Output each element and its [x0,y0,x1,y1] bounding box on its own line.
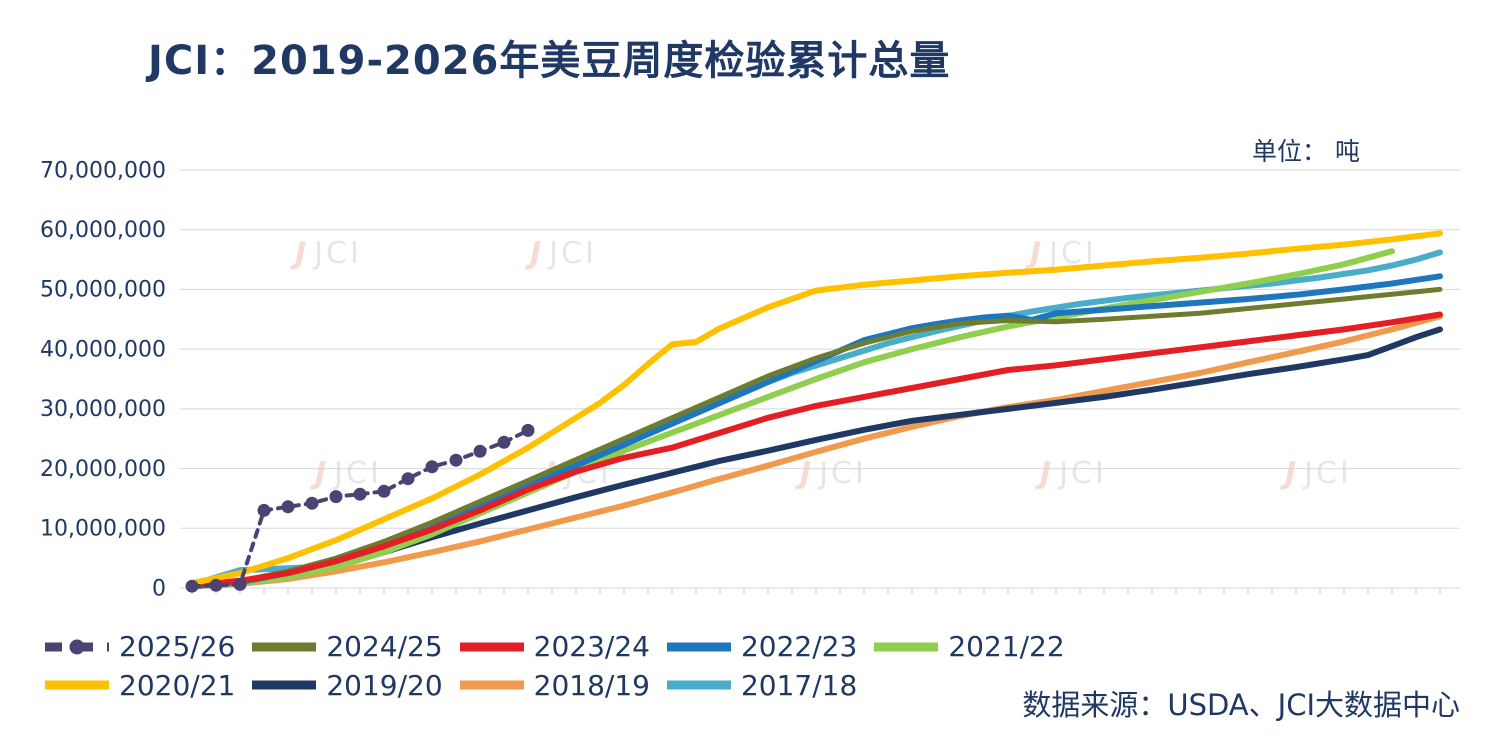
y-axis-tick-label: 10,000,000 [40,517,166,542]
series-marker-2025-26 [257,503,271,517]
jci-watermark: J JCI [1040,456,1107,491]
series-line-2020-21 [189,230,1443,587]
series-marker-2025-26 [185,579,199,593]
jci-logo-icon: J [1040,456,1055,491]
jci-watermark-text: JCI [819,456,867,491]
legend-swatch-2022-23 [666,642,731,652]
series-line-2022-23 [189,273,1443,590]
series-marker-2025-26 [353,487,367,501]
jci-logo-icon: J [315,456,330,491]
jci-watermark: J JCI [295,236,362,271]
legend-item-2018-19: 2018/19 [459,669,650,703]
y-axis-tick-label: 60,000,000 [40,218,166,243]
jci-logo-icon: J [1285,456,1300,491]
jci-watermark-text: JCI [549,236,597,271]
legend-swatch-2025-26 [45,639,109,655]
jci-watermark: J JCI [530,236,597,271]
y-axis-tick-label: 30,000,000 [40,397,166,422]
y-axis-tick-label: 50,000,000 [40,278,166,303]
legend-item-2022-23: 2022/23 [666,630,857,664]
legend-item-2020-21: 2020/21 [44,669,235,703]
jci-watermark: J JCI [1285,456,1352,491]
series-marker-2025-26 [209,578,223,592]
legend-label: 2024/25 [326,630,443,663]
legend-swatch-2019-20 [252,680,317,690]
jci-watermark: J JCI [800,456,867,491]
series-marker-2025-26 [401,472,415,486]
legend-label: 2018/19 [533,668,650,702]
legend-item-2023-24: 2023/24 [459,630,650,664]
series-marker-2025-26 [521,423,535,437]
y-axis-tick-label: 20,000,000 [40,457,166,482]
data-source-label: 数据来源：USDA、JCI大数据中心 [1022,688,1460,722]
series-marker-2025-26 [329,490,343,504]
legend-label: 2017/18 [740,668,858,702]
legend-swatch-2021-22 [874,642,939,652]
series-marker-2025-26 [473,444,487,458]
series-marker-2025-26 [449,453,463,467]
legend-item-2021-22: 2021/22 [873,630,1065,664]
legend-label: 2023/24 [533,630,650,663]
cumulative-line-chart: 0 10,000,000 20,000,000 30,000,000 40,000,00… [40,158,1460,601]
jci-watermark-text: JCI [1304,456,1352,491]
legend-item-2025-26: 2025/26 [44,630,235,664]
y-axis-tick-label: 0 [152,576,166,601]
legend-swatch-2018-19 [459,680,524,690]
series-marker-2025-26 [425,460,439,474]
legend-row: 2020/21 2019/20 2018/19 2017/18 [44,669,1065,703]
series-marker-2025-26 [281,500,295,514]
legend-label: 2019/20 [326,668,443,702]
jci-logo-icon: J [800,456,815,491]
jci-watermark-text: JCI [1059,456,1107,491]
chart-title: JCI：2019-2026年美豆周度检验累计总量 [148,38,951,84]
series-marker-2025-26 [377,484,391,498]
series-marker-2025-26 [233,577,247,591]
series-marker-2025-26 [497,435,511,449]
legend-swatch-2023-24 [459,642,524,652]
series-line-2018-19 [189,313,1443,590]
legend-label: 2020/21 [119,668,236,702]
legend-row: 2025/26 2024/25 2023/24 2022/23 2021/22 [44,630,1065,664]
jci-logo-icon: J [295,236,310,271]
jci-watermark-text: JCI [334,456,382,491]
series-marker-2025-26 [305,496,319,510]
legend-label: 2022/23 [740,630,858,663]
series-line-2021-22 [189,248,1395,590]
jci-watermark-text: JCI [314,236,362,271]
legend-swatch-2020-21 [45,680,109,690]
legend-label: 2021/22 [948,630,1065,663]
series-line-2017-18 [189,249,1443,588]
y-axis-tick-label: 40,000,000 [40,337,166,362]
chart-legend: 2025/26 2024/25 2023/24 2022/23 2021/22 2020/… [44,630,1065,702]
legend-item-2017-18: 2017/18 [666,669,857,703]
legend-swatch-2024-25 [252,642,317,652]
series-line-2023-24 [189,311,1443,588]
jci-logo-icon: J [1030,236,1045,271]
y-axis-tick-label: 70,000,000 [40,158,166,183]
legend-swatch-2017-18 [666,680,731,690]
jci-watermark: J JCI [315,456,382,491]
legend-item-2019-20: 2019/20 [251,668,443,703]
legend-label: 2025/26 [119,630,236,663]
jci-logo-icon: J [530,236,545,271]
series-line-2024-25 [189,286,1443,588]
legend-item-2024-25: 2024/25 [251,630,443,664]
unit-label: 单位： 吨 [1252,137,1360,166]
